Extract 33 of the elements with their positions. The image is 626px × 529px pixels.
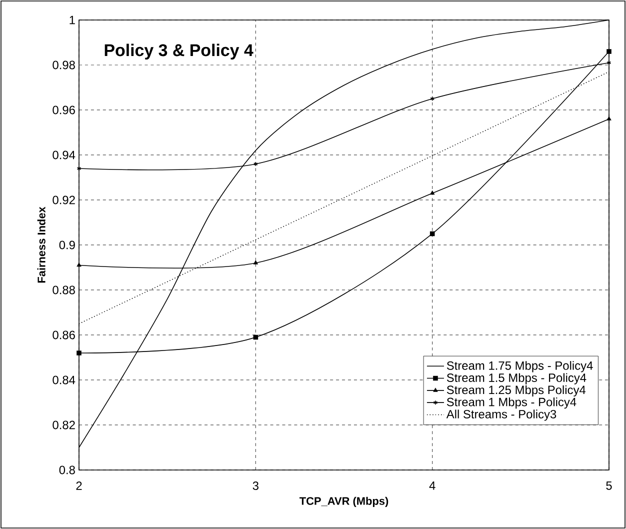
point — [606, 116, 612, 120]
y-tick-label: 0.88 — [52, 286, 75, 294]
x-axis-title: TCP_AVR (Mbps) — [299, 496, 388, 508]
y-tick-label: 0.92 — [52, 196, 75, 204]
point — [606, 49, 612, 54]
point — [76, 262, 82, 267]
y-tick-label: 0.94 — [52, 150, 76, 160]
point — [430, 96, 434, 102]
x-tick-label: 3 — [252, 482, 258, 490]
point — [430, 231, 435, 236]
point — [254, 162, 258, 166]
y-tick-label: 0.9 — [59, 240, 75, 250]
legend-label: Stream 1.75 Mbps - Policy4 — [446, 361, 593, 372]
legend-label: All Streams - Policy3 — [446, 410, 556, 421]
y-tick-label: 0.82 — [52, 420, 75, 430]
point — [253, 334, 258, 340]
point — [430, 190, 434, 195]
y-tick-label: 0.84 — [52, 376, 76, 384]
text: Policy 3 & Policy 4 — [104, 44, 254, 60]
legend-label: Stream 1 Mbps - Policy4 — [446, 398, 576, 409]
y-tick-label: 0.86 — [52, 330, 75, 340]
y-tick-label: 0.98 — [52, 60, 75, 70]
y-tick-label: 0.8 — [59, 466, 75, 474]
x-tick-label: 2 — [76, 482, 82, 490]
y-tick-label: 0.96 — [52, 106, 75, 114]
x-tick-label: 4 — [429, 482, 436, 490]
y-tick-label: 1 — [70, 16, 75, 24]
point — [76, 350, 82, 356]
x-tick-label: 5 — [606, 482, 612, 490]
y-axis-title: Fairness Index — [37, 206, 46, 283]
legend-label: Stream 1.5 Mbps - Policy4 — [446, 373, 586, 384]
point — [254, 260, 258, 264]
legend-label: Stream 1.25 Mbps Policy4 — [446, 385, 586, 396]
